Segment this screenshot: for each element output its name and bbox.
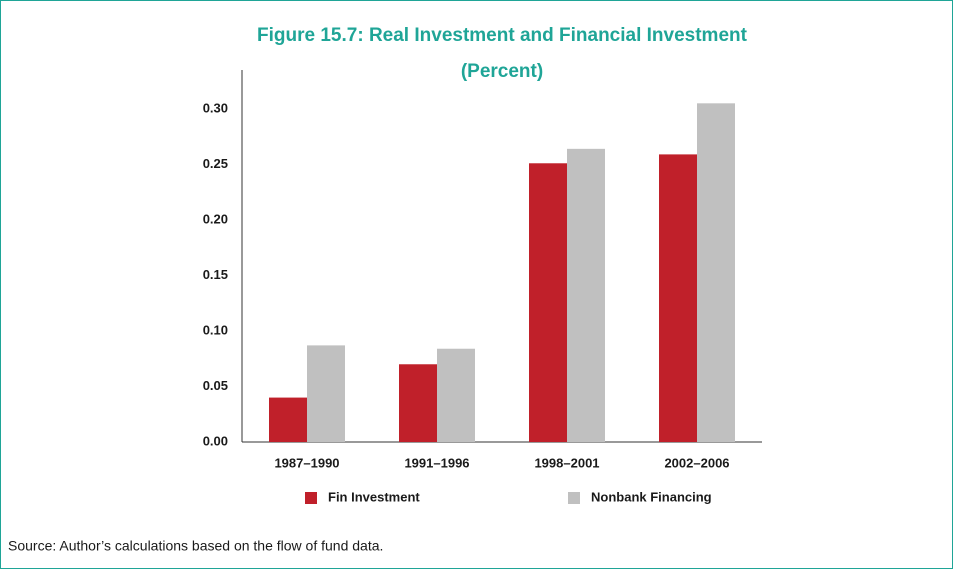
bar	[567, 148, 605, 442]
legend-label: Fin Investment	[328, 489, 420, 504]
bar	[529, 163, 567, 442]
legend-swatch	[305, 492, 317, 504]
x-tick-label: 1991–1996	[404, 455, 469, 470]
x-tick-label: 1998–2001	[534, 455, 599, 470]
bar	[659, 154, 697, 442]
chart-title: Figure 15.7: Real Investment and Financi…	[257, 25, 748, 46]
y-tick-label: 0.15	[203, 267, 228, 282]
y-tick-label: 0.05	[203, 378, 228, 393]
legend-swatch	[568, 492, 580, 504]
x-tick-label: 1987–1990	[274, 455, 339, 470]
y-tick-label: 0.10	[203, 322, 228, 337]
x-tick-label: 2002–2006	[664, 455, 729, 470]
y-tick-label: 0.00	[203, 433, 228, 448]
bar	[269, 397, 307, 442]
y-tick-label: 0.30	[203, 100, 228, 115]
bar	[437, 348, 475, 442]
source-note: Source: Author’s calculations based on t…	[8, 538, 383, 554]
chart-subtitle: (Percent)	[461, 61, 543, 82]
y-tick-label: 0.25	[203, 156, 228, 171]
legend-label: Nonbank Financing	[591, 489, 712, 504]
y-tick-label: 0.20	[203, 211, 228, 226]
bar	[697, 103, 735, 443]
bar	[307, 345, 345, 442]
bar	[399, 364, 437, 442]
